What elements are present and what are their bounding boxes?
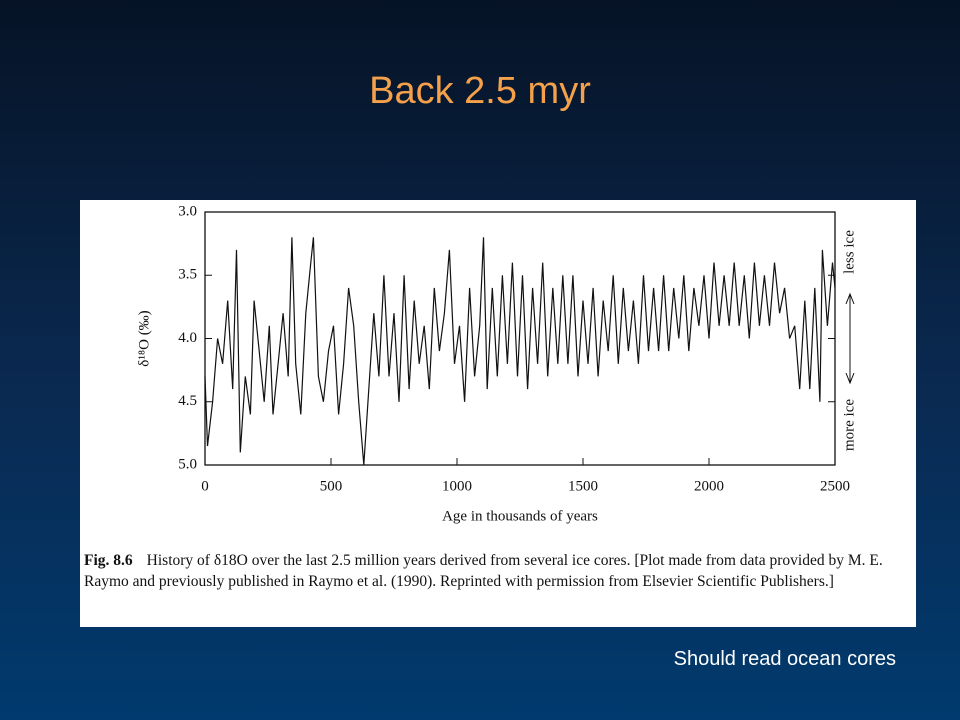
x-tick-label: 2500 [820,478,850,494]
caption-text: History of δ18O over the last 2.5 millio… [84,552,883,590]
x-tick-label: 500 [320,478,343,494]
x-tick-label: 2000 [694,478,724,494]
x-tick-label: 1000 [442,478,472,494]
y-tick-label: 5.0 [178,456,197,472]
x-axis-label: Age in thousands of years [442,508,598,524]
arrow [845,292,855,385]
caption: Fig. 8.6 History of δ18O over the last 2.… [84,550,910,592]
x-tick-label: 0 [201,478,209,494]
y-tick-label: 3.0 [178,203,197,219]
data-line [204,237,836,466]
y-axis-label: δ¹⁸O (‰) [136,310,152,366]
annotation: less ice [841,230,857,274]
slide-title: Back 2.5 myr [369,70,591,112]
y-tick-label: 4.0 [178,330,197,346]
annotation: more ice [841,399,857,451]
x-tick-label: 1500 [568,478,598,494]
chart: 3.0 3.5 4.0 4.5 5.00 500 1000 1500 2000 2500 Age i… [136,203,857,524]
caption-label: Fig. 8.6 [84,552,133,569]
note: Should read ocean cores [673,648,896,670]
y-tick-label: 4.5 [178,393,197,409]
figure: 3.0 3.5 4.0 4.5 5.0 0 500 1000 1500 2000 2500 Age i… [80,200,916,627]
plot-frame [204,211,836,466]
y-tick-label: 3.5 [178,267,197,283]
